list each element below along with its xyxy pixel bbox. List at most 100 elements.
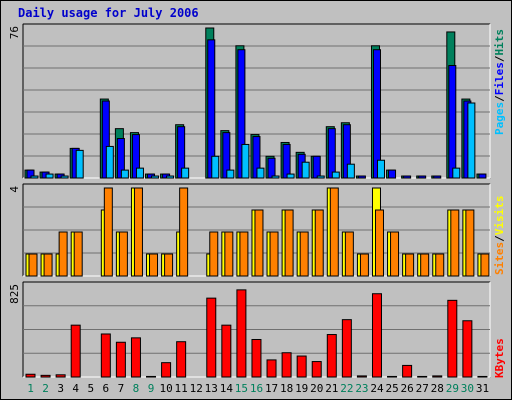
- kbytes-bar: [462, 320, 473, 378]
- kbytes-bar: [251, 338, 262, 378]
- x-tick-label: 8: [133, 382, 140, 395]
- pages-bar: [331, 171, 340, 179]
- x-tick-label: 10: [159, 382, 172, 395]
- x-tick-label: 2: [42, 382, 49, 395]
- pages-bar: [241, 143, 250, 179]
- x-tick-label: 15: [235, 382, 248, 395]
- x-tick-label: 27: [416, 382, 429, 395]
- pages-bar: [211, 155, 220, 179]
- files-bar: [267, 157, 276, 179]
- sites-bar: [239, 231, 249, 277]
- x-tick-label: 20: [310, 382, 323, 395]
- pages-bar: [45, 173, 54, 179]
- kbytes-bar: [146, 375, 157, 378]
- x-tick-label: 30: [461, 382, 474, 395]
- x-tick-label: 22: [340, 382, 353, 395]
- files-bar: [433, 175, 442, 179]
- x-tick-label: 12: [190, 382, 203, 395]
- legend-hits: Hits: [493, 29, 506, 56]
- files-bar: [372, 49, 381, 179]
- sites-bar: [329, 187, 339, 277]
- x-tick-label: 3: [57, 382, 64, 395]
- files-bar: [418, 175, 427, 179]
- sites-bar: [133, 187, 143, 277]
- pages-bar: [286, 173, 295, 179]
- kbytes-bar: [206, 297, 217, 378]
- y-max-label-kbytes: 825: [8, 284, 21, 304]
- sites-bar: [254, 209, 264, 277]
- sites-bar: [359, 253, 369, 277]
- kbytes-bar: [341, 319, 352, 378]
- x-tick-label: 23: [355, 382, 368, 395]
- kbytes-bar: [115, 341, 126, 378]
- legend-separator: /: [493, 55, 506, 62]
- sites-bar: [58, 231, 68, 277]
- sites-bar: [420, 253, 430, 277]
- kbytes-bar: [417, 375, 428, 378]
- sites-bar: [43, 253, 53, 277]
- sites-bar: [269, 231, 279, 277]
- legend-files: Files: [493, 62, 506, 95]
- pages-bar: [105, 145, 114, 179]
- chart-title: Daily usage for July 2006: [18, 6, 199, 20]
- x-tick-label: 17: [265, 382, 278, 395]
- pages-bar: [271, 175, 280, 179]
- pages-bar: [75, 149, 84, 179]
- x-tick-label: 9: [148, 382, 155, 395]
- kbytes-bar: [477, 375, 488, 378]
- sites-bar: [284, 209, 294, 277]
- sites-bar: [435, 253, 445, 277]
- files-bar: [282, 143, 291, 179]
- kbytes-bar: [356, 375, 367, 378]
- sites-bar: [390, 231, 400, 277]
- pages-bar: [256, 167, 265, 179]
- y-max-label-visits: 4: [8, 186, 21, 193]
- x-tick-label: 18: [280, 382, 293, 395]
- sites-bar: [344, 231, 354, 277]
- files-bar: [478, 173, 487, 179]
- sites-bar: [149, 253, 159, 277]
- legend-kbytes: KBytes: [493, 338, 506, 378]
- files-bar: [357, 175, 366, 179]
- x-tick-label: 13: [205, 382, 218, 395]
- sites-bar: [179, 187, 189, 277]
- x-tick-label: 28: [431, 382, 444, 395]
- files-bar: [312, 155, 321, 179]
- x-tick-label: 25: [385, 382, 398, 395]
- kbytes-bar: [161, 362, 172, 378]
- kbytes-bar: [130, 337, 141, 378]
- legend-visits: Visits: [493, 196, 506, 236]
- x-tick-label: 7: [118, 382, 125, 395]
- pages-bar: [151, 175, 160, 179]
- sites-bar: [224, 231, 234, 277]
- kbytes-bar: [55, 374, 66, 378]
- pages-bar: [346, 163, 355, 179]
- x-tick-label: 24: [370, 382, 384, 395]
- x-tick-label: 6: [103, 382, 110, 395]
- kbytes-bar: [387, 375, 398, 378]
- kbytes-bar: [371, 293, 382, 378]
- sites-bar: [450, 209, 460, 277]
- sites-bar: [103, 187, 113, 277]
- x-tick-label: 1: [27, 382, 34, 395]
- sites-bar: [209, 231, 219, 277]
- sites-bar: [118, 231, 128, 277]
- x-tick-label: 5: [87, 382, 94, 395]
- legend-panel-1: Pages/Files/Hits: [493, 29, 506, 135]
- files-bar: [388, 169, 397, 179]
- kbytes-bar: [25, 373, 36, 378]
- x-tick-label: 16: [250, 382, 263, 395]
- sites-bar: [374, 209, 384, 277]
- kbytes-bar: [176, 341, 187, 378]
- sites-bar: [73, 231, 83, 277]
- y-max-label-hits: 76: [8, 26, 21, 39]
- pages-bar: [181, 167, 190, 179]
- kbytes-bar: [311, 361, 322, 378]
- sites-bar: [28, 253, 38, 277]
- legend-separator: /: [493, 95, 506, 102]
- kbytes-bar: [402, 364, 413, 378]
- kbytes-bar: [326, 334, 337, 378]
- kbytes-bar: [447, 299, 458, 378]
- pages-bar: [376, 159, 385, 179]
- x-tick-label: 31: [476, 382, 489, 395]
